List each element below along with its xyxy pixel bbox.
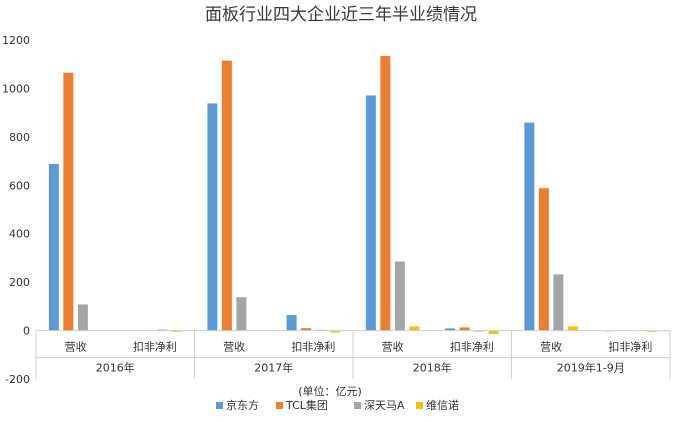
bar-2 xyxy=(380,55,391,331)
group-label: 2019年1-9月 xyxy=(557,361,625,375)
legend-label: 维信诺 xyxy=(426,399,459,412)
legend-swatch xyxy=(216,402,223,409)
legend-swatch xyxy=(354,402,361,409)
bar-2 xyxy=(538,188,549,331)
bar-1 xyxy=(207,103,218,331)
y-tick-label: 800 xyxy=(9,131,30,144)
legend-label: TCL集团 xyxy=(285,398,328,412)
bar-1 xyxy=(524,122,535,331)
y-tick-label: 400 xyxy=(9,228,30,241)
y-tick-label: 0 xyxy=(23,325,30,338)
bar-2 xyxy=(459,327,470,331)
category-label: 扣非净利 xyxy=(133,340,177,354)
y-tick-label: -200 xyxy=(5,373,30,386)
bar-3 xyxy=(553,274,564,331)
bar-1 xyxy=(286,315,297,331)
category-label: 营收 xyxy=(382,340,404,354)
category-label: 扣非净利 xyxy=(608,340,652,354)
chart-title: 面板行业四大企业近三年半业绩情况 xyxy=(205,5,477,25)
bar-1 xyxy=(445,328,456,331)
bar-3 xyxy=(77,304,88,331)
unit-note: (单位：亿元) xyxy=(298,384,362,398)
category-label: 营收 xyxy=(540,340,562,354)
y-tick-label: 1200 xyxy=(2,34,30,47)
bar-1 xyxy=(48,163,59,331)
bar-2 xyxy=(63,72,74,331)
category-label: 扣非净利 xyxy=(450,340,494,354)
group-label: 2017年 xyxy=(254,361,293,375)
y-tick-label: 600 xyxy=(9,179,30,192)
bar-2 xyxy=(221,60,232,331)
legend-label: 深天马A xyxy=(364,399,405,412)
bar-3 xyxy=(394,261,405,331)
bar-4 xyxy=(171,330,182,332)
group-label: 2018年 xyxy=(413,361,452,375)
legend-swatch xyxy=(276,402,283,409)
bar-3 xyxy=(236,297,247,331)
bar-4 xyxy=(647,330,658,332)
bar-1 xyxy=(365,95,376,331)
bar-4 xyxy=(330,330,341,333)
bar-4 xyxy=(567,326,578,331)
group-label: 2016年 xyxy=(96,361,135,375)
bar-4 xyxy=(409,326,420,331)
category-label: 扣非净利 xyxy=(291,340,335,354)
category-label: 营收 xyxy=(65,340,87,354)
legend-label: 京东方 xyxy=(226,398,259,412)
legend-swatch xyxy=(416,402,423,409)
bar-2 xyxy=(301,328,312,331)
bar-4 xyxy=(488,330,499,334)
y-tick-label: 200 xyxy=(9,276,30,289)
legend: 京东方 TCL集团 深天马A 维信诺 xyxy=(216,398,459,412)
y-tick-label: 1000 xyxy=(2,82,30,95)
category-label: 营收 xyxy=(223,340,245,354)
